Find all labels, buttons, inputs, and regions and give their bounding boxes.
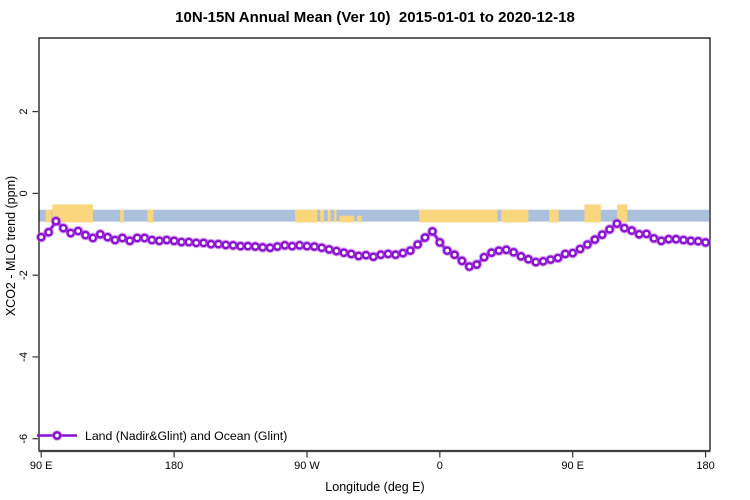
y-tick-label: -6: [18, 434, 30, 444]
data-point-halo: [582, 239, 593, 250]
data-point-halo: [434, 237, 446, 248]
data-point-marker: [73, 226, 83, 236]
map-strip-land-patch: [327, 209, 331, 223]
map-strip-land-patch: [584, 204, 601, 223]
x-axis-label: Longitude (deg E): [325, 480, 425, 494]
x-tick-label: 0: [437, 460, 443, 472]
map-strip-land-patch: [147, 209, 154, 223]
map-strip-land-patch: [357, 215, 362, 223]
map-strip-land-patch: [419, 209, 498, 223]
data-point-marker: [627, 226, 637, 235]
data-point-marker: [575, 244, 585, 254]
legend: Land (Nadir&Glint) and Ocean (Glint): [36, 428, 287, 443]
y-tick-label: 0: [18, 190, 30, 196]
data-point-marker: [472, 260, 482, 269]
data-point-halo: [427, 226, 438, 237]
x-tick-label: 90 W: [294, 460, 320, 472]
map-strip-land-patch: [334, 209, 337, 223]
map-strip-land-patch: [549, 209, 559, 223]
data-point-halo: [43, 226, 54, 238]
data-point-halo: [449, 249, 460, 261]
data-point-marker: [701, 238, 710, 247]
map-strip-land-patch: [320, 209, 324, 223]
data-point-marker: [435, 238, 445, 247]
data-point-marker: [479, 252, 489, 262]
y-tick-label: -2: [18, 270, 30, 280]
data-point-marker: [420, 233, 430, 242]
data-point-marker: [642, 229, 651, 239]
data-point-halo: [419, 232, 431, 243]
data-point-halo: [35, 231, 47, 243]
x-tick-label: 180: [696, 460, 714, 472]
legend-marker: [52, 431, 62, 440]
map-strip-ocean: [39, 209, 709, 222]
map-strip-land-patch: [339, 215, 355, 223]
map-strip-land-patch: [616, 204, 628, 223]
data-point-marker: [590, 235, 600, 244]
data-point-marker: [59, 223, 68, 233]
data-point-marker: [509, 247, 518, 257]
data-point-marker: [450, 250, 459, 260]
data-point-marker: [44, 227, 53, 237]
data-point-marker: [583, 240, 592, 249]
map-strip-land-patch: [295, 209, 318, 223]
data-point-halo: [58, 222, 69, 234]
chart-title: 10N-15N Annual Mean (Ver 10) 2015-01-01 …: [175, 9, 575, 26]
data-point-marker: [612, 219, 622, 228]
data-point-halo: [589, 234, 601, 245]
map-strip-land-patch: [501, 209, 529, 223]
x-tick-label: 90 E: [30, 460, 53, 472]
data-point-halo: [405, 245, 416, 256]
map-strip-land-patch: [52, 204, 93, 223]
plot-box: [38, 37, 711, 451]
data-point-halo: [596, 229, 608, 240]
data-point-marker: [406, 246, 415, 255]
x-tick-label: 90 E: [561, 460, 584, 472]
data-point-marker: [413, 240, 422, 249]
data-point-halo: [50, 215, 62, 227]
y-tick-label: 2: [18, 109, 30, 115]
data-point-marker: [568, 248, 577, 258]
data-point-halo: [456, 255, 468, 267]
legend-marker-halo: [51, 430, 63, 441]
data-point-marker: [428, 227, 437, 236]
data-point-halo: [471, 259, 483, 270]
data-point-halo: [700, 237, 711, 248]
data-point-halo: [604, 224, 615, 235]
legend-label: Land (Nadir&Glint) and Ocean (Glint): [85, 428, 288, 443]
legend-marker-icon: [37, 430, 77, 441]
data-point-marker: [457, 256, 467, 266]
y-tick-label: -4: [18, 352, 30, 362]
x-tick-label: 180: [165, 460, 183, 472]
data-point-marker: [605, 225, 614, 234]
data-point-halo: [412, 239, 423, 250]
data-point-marker: [51, 216, 61, 226]
map-strip-land-patch: [120, 209, 124, 223]
data-point-marker: [553, 253, 563, 263]
data-point-marker: [36, 232, 46, 242]
data-point-marker: [88, 233, 98, 243]
data-point-marker: [597, 230, 607, 239]
map-strip-land-patch: [45, 209, 52, 223]
data-point-marker: [442, 246, 452, 255]
